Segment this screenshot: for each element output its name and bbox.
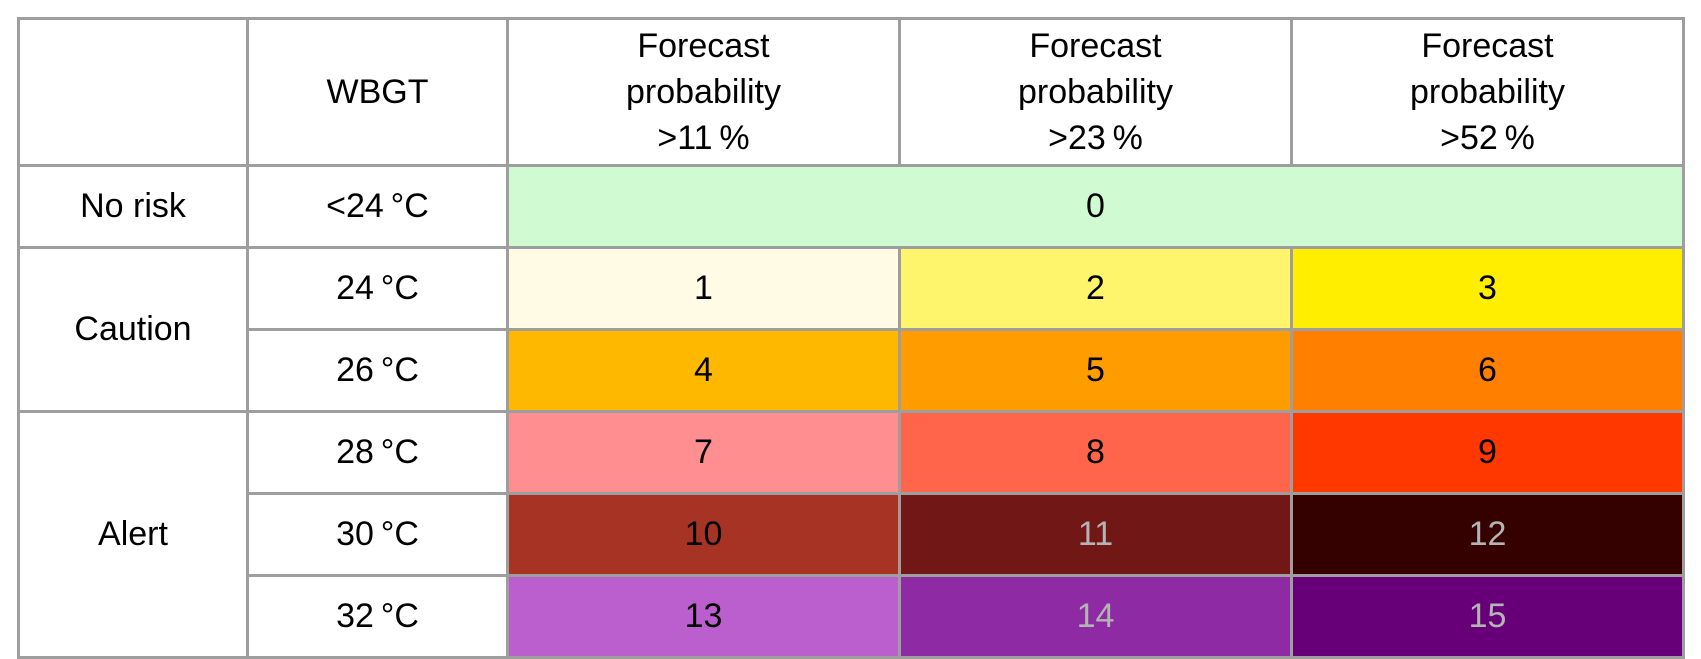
level-cell-3: 3	[1290, 246, 1685, 331]
header-row: WBGT Forecast probability >11 % Forecast…	[17, 17, 1685, 167]
level-row: Caution 24 °C 1 2 3	[17, 246, 1685, 413]
level-cell-13: 13	[506, 574, 901, 659]
level-cell-7: 7	[506, 410, 901, 495]
level-cell-4: 4	[506, 328, 901, 413]
wbgt-value: 32 °C	[246, 574, 509, 659]
corner-cell	[17, 17, 249, 167]
level-cell-6: 6	[1290, 328, 1685, 413]
no-risk-row: No risk <24 °C 0	[17, 164, 1685, 249]
level-cell-8: 8	[898, 410, 1293, 495]
wbgt-header: WBGT	[246, 17, 509, 167]
level-cell-5: 5	[898, 328, 1293, 413]
prob-header-line: probability	[626, 72, 781, 111]
wbgt-value: 24 °C	[246, 246, 509, 331]
category-alert: Alert	[17, 410, 249, 659]
category-caution: Caution	[17, 246, 249, 413]
level-cell-2: 2	[898, 246, 1293, 331]
level-cell-14: 14	[898, 574, 1293, 659]
prob-header-line: >11 %	[657, 119, 750, 158]
prob-header-line: Forecast	[1421, 26, 1554, 65]
prob-header-52: Forecast probability >52 %	[1290, 17, 1685, 167]
heat-risk-table: WBGT Forecast probability >11 % Forecast…	[17, 17, 1685, 659]
level-row: 26 °C 4 5 6	[19, 328, 1685, 413]
wbgt-value: <24 °C	[246, 164, 509, 249]
wbgt-value: 30 °C	[246, 492, 509, 577]
prob-header-line: >23 %	[1048, 119, 1143, 158]
level-row: 32 °C 13 14 15	[19, 574, 1685, 659]
level-cell-1: 1	[506, 246, 901, 331]
level-row: Alert 28 °C 7 8 9	[17, 410, 1685, 659]
level-cell-0: 0	[506, 164, 1685, 249]
prob-header-line: probability	[1410, 72, 1565, 111]
level-row: 30 °C 10 11 12	[19, 492, 1685, 577]
prob-header-line: Forecast	[637, 26, 770, 65]
level-cell-10: 10	[506, 492, 901, 577]
prob-header-line: Forecast	[1029, 26, 1162, 65]
category-no-risk: No risk	[17, 164, 249, 249]
level-cell-12: 12	[1290, 492, 1685, 577]
level-cell-15: 15	[1290, 574, 1685, 659]
prob-header-11: Forecast probability >11 %	[506, 17, 901, 167]
prob-header-line: >52 %	[1440, 119, 1535, 158]
level-cell-11: 11	[898, 492, 1293, 577]
prob-header-line: probability	[1018, 72, 1173, 111]
level-cell-9: 9	[1290, 410, 1685, 495]
wbgt-value: 28 °C	[246, 410, 509, 495]
prob-header-23: Forecast probability >23 %	[898, 17, 1293, 167]
wbgt-value: 26 °C	[246, 328, 509, 413]
